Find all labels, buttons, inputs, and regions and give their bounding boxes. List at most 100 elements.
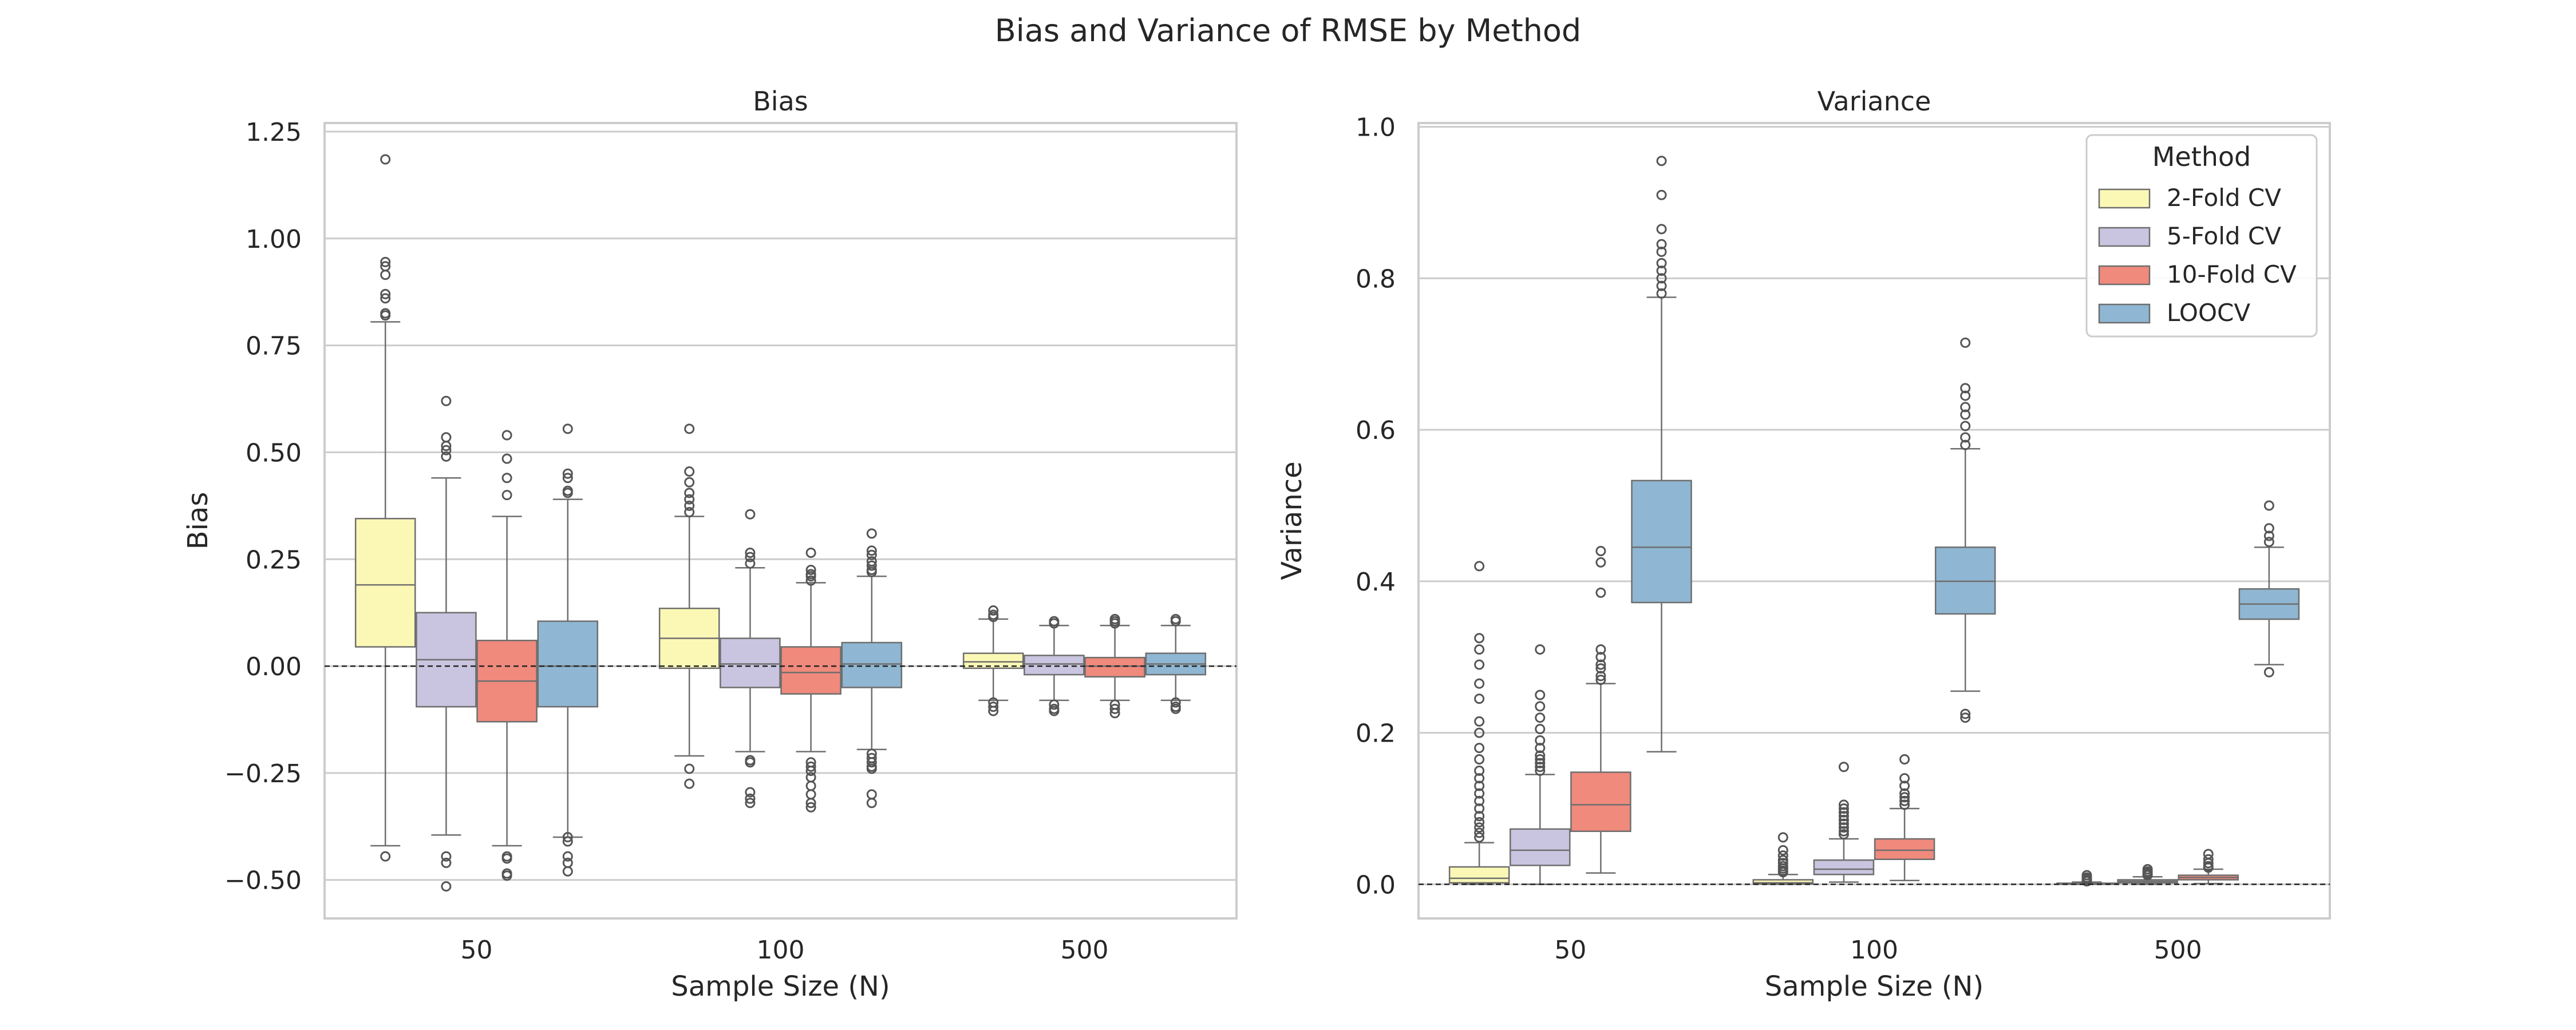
y-tick-label: 0.2 bbox=[1356, 719, 1396, 748]
box-loocv-n50 bbox=[1631, 156, 1692, 753]
box-2-fold-cv-n50 bbox=[1448, 561, 1510, 885]
outlier-point bbox=[562, 836, 573, 847]
outlier-point bbox=[988, 605, 999, 616]
outlier-point bbox=[1535, 735, 1546, 746]
outlier-point bbox=[745, 552, 756, 562]
outlier-point bbox=[1535, 724, 1546, 735]
outlier-point bbox=[1838, 807, 1849, 818]
outlier-point bbox=[1960, 439, 1971, 450]
outlier-point bbox=[1960, 708, 1971, 719]
outlier-point bbox=[1656, 266, 1667, 276]
outlier-point bbox=[1170, 616, 1181, 627]
x-tick-label: 50 bbox=[1554, 936, 1586, 965]
outlier-point bbox=[1595, 652, 1606, 663]
x-axis-label: Sample Size (N) bbox=[1765, 970, 1984, 1003]
outlier-point bbox=[2263, 523, 2274, 534]
outlier-point bbox=[380, 154, 391, 165]
outlier-point bbox=[380, 270, 391, 280]
outlier-point bbox=[1474, 743, 1485, 754]
box-loocv-n500 bbox=[2238, 500, 2300, 678]
outlier-point bbox=[2263, 537, 2274, 548]
box-iqr bbox=[1631, 480, 1692, 604]
outlier-point bbox=[866, 560, 877, 571]
outlier-point bbox=[1960, 409, 1971, 420]
outlier-point bbox=[1899, 795, 1910, 806]
box-iqr bbox=[1570, 771, 1631, 833]
y-tick-label: 0.25 bbox=[246, 545, 302, 575]
box-10-fold-cv-n100 bbox=[780, 548, 841, 813]
box-iqr bbox=[1813, 859, 1875, 876]
outlier-point bbox=[1474, 832, 1485, 843]
outlier-point bbox=[1838, 818, 1849, 829]
axes-frame bbox=[323, 122, 1238, 920]
y-axis-label: Bias bbox=[182, 492, 214, 550]
outlier-point bbox=[441, 441, 452, 451]
outlier-point bbox=[380, 288, 391, 299]
outlier-point bbox=[1899, 792, 1910, 803]
outlier-point bbox=[988, 612, 999, 623]
outlier-point bbox=[1474, 803, 1485, 814]
outlier-point bbox=[1960, 383, 1971, 394]
outlier-point bbox=[1474, 561, 1485, 572]
outlier-point bbox=[1474, 765, 1485, 776]
outlier-point bbox=[1899, 788, 1910, 799]
outlier-point bbox=[1474, 727, 1485, 738]
outlier-point bbox=[684, 466, 695, 477]
outlier-point bbox=[684, 488, 695, 498]
outlier-point bbox=[805, 575, 816, 586]
box-iqr bbox=[720, 637, 781, 688]
outlier-point bbox=[684, 507, 695, 518]
outlier-point bbox=[1656, 258, 1667, 268]
outlier-point bbox=[380, 851, 391, 862]
outlier-point bbox=[1170, 697, 1181, 708]
outlier-point bbox=[1838, 822, 1849, 833]
outlier-point bbox=[1960, 337, 1971, 348]
outlier-point bbox=[562, 832, 573, 843]
outlier-point bbox=[1960, 432, 1971, 443]
box-iqr bbox=[1448, 866, 1510, 884]
outlier-point bbox=[441, 851, 452, 862]
outlier-point bbox=[380, 310, 391, 321]
outlier-point bbox=[1595, 663, 1606, 674]
outlier-point bbox=[441, 451, 452, 462]
outlier-point bbox=[866, 528, 877, 539]
axes-frame bbox=[1417, 122, 2331, 920]
outlier-point bbox=[1474, 795, 1485, 806]
legend-entry-label: 10-Fold CV bbox=[2167, 260, 2297, 288]
box-iqr bbox=[354, 518, 416, 648]
outlier-point bbox=[866, 798, 877, 809]
outlier-point bbox=[866, 545, 877, 556]
legend-frame bbox=[2085, 134, 2318, 338]
legend-swatch bbox=[2098, 227, 2151, 247]
x-tick-label: 500 bbox=[1061, 936, 1109, 965]
outlier-point bbox=[2263, 500, 2274, 511]
outlier-point bbox=[1899, 754, 1910, 764]
box-5-fold-cv-n50 bbox=[416, 395, 477, 892]
outlier-point bbox=[1838, 799, 1849, 810]
outlier-point bbox=[441, 857, 452, 868]
outlier-point bbox=[988, 706, 999, 716]
box-10-fold-cv-n50 bbox=[476, 430, 538, 881]
outlier-point bbox=[1109, 618, 1120, 629]
y-tick-label: −0.25 bbox=[224, 759, 302, 789]
box-10-fold-cv-n500 bbox=[2178, 849, 2239, 885]
y-tick-label: 0.4 bbox=[1356, 568, 1396, 597]
outlier-point bbox=[745, 558, 756, 569]
outlier-point bbox=[380, 256, 391, 267]
box-iqr bbox=[537, 620, 599, 708]
x-axis-label: Sample Size (N) bbox=[671, 970, 890, 1003]
outlier-point bbox=[501, 453, 512, 464]
outlier-point bbox=[1535, 750, 1546, 761]
outlier-point bbox=[1595, 659, 1606, 670]
outlier-point bbox=[1899, 781, 1910, 791]
outlier-point bbox=[866, 763, 877, 774]
outlier-point bbox=[805, 571, 816, 582]
outlier-point bbox=[1474, 644, 1485, 655]
box-5-fold-cv-n50 bbox=[1510, 644, 1571, 885]
outlier-point bbox=[988, 702, 999, 712]
y-tick-label: 1.0 bbox=[1356, 113, 1396, 142]
outlier-point bbox=[1656, 189, 1667, 200]
outlier-point bbox=[1109, 703, 1120, 714]
outlier-point bbox=[1838, 829, 1849, 840]
outlier-point bbox=[2203, 858, 2214, 869]
